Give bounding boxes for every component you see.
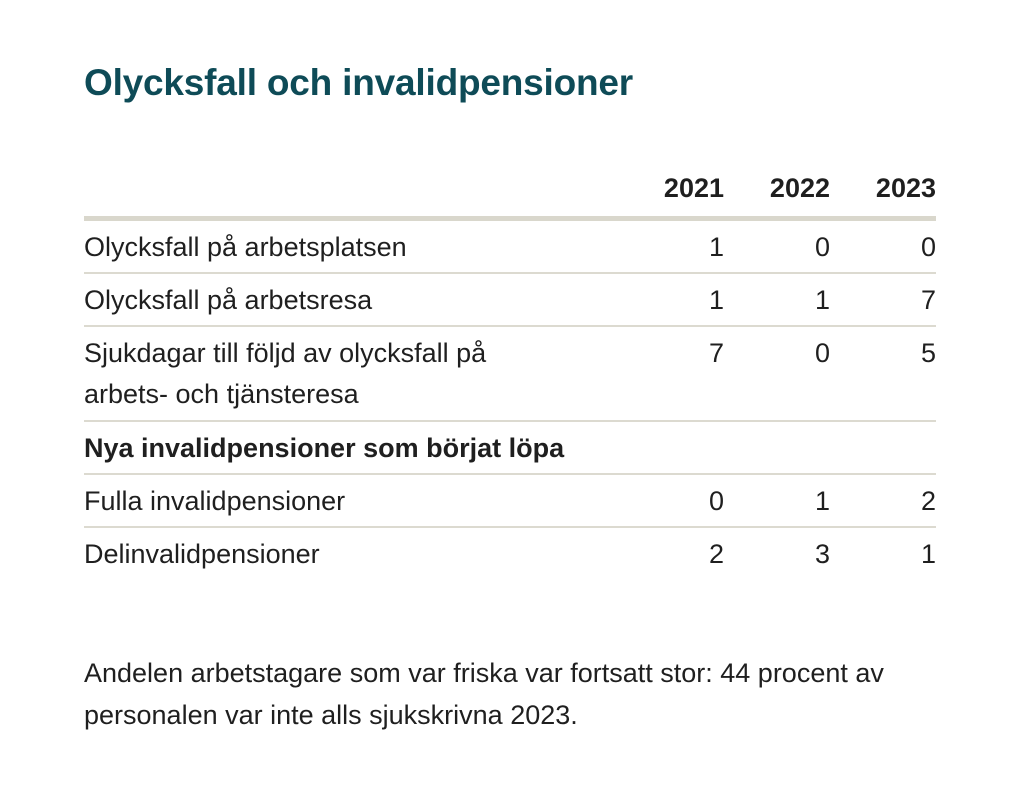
year-header-2022: 2022 [769,173,830,203]
row-value-2023: 7 [920,285,936,315]
row-value-2021: 1 [708,232,724,262]
data-table: 2021 2022 2023 Olycksfall på arbetsplats… [84,168,936,579]
row-value-2023: 2 [920,486,936,516]
table-row: Olycksfall på arbetsresa 1 1 7 [84,274,936,327]
row-value-2022: 1 [814,285,830,315]
row-label: Olycksfall på arbetsplatsen [84,232,407,262]
row-value-2021: 0 [708,486,724,516]
row-value-2022: 0 [814,338,830,368]
year-header-2023: 2023 [875,173,936,203]
table-row: Sjukdagar till följd av olycksfall på arb… [84,327,936,422]
table-row: Olycksfall på arbetsplatsen 1 0 0 [84,221,936,274]
row-value-2021: 1 [708,285,724,315]
table-header-row: 2021 2022 2023 [84,168,936,221]
row-label: Fulla invalidpensioner [84,486,346,516]
row-value-2021: 7 [708,338,724,368]
row-value-2023: 0 [920,232,936,262]
page-title: Olycksfall och invalidpensioner [84,62,633,103]
row-label-line-1: Sjukdagar till följd av olycksfall på [84,338,487,368]
footnote: Andelen arbetstagare som var friska var … [84,658,884,730]
row-label: Sjukdagar till följd av olycksfall på arb… [84,333,486,415]
table-section-heading-row: Nya invalidpensioner som börjat löpa [84,422,936,475]
row-value-2023: 1 [920,539,936,569]
row-label: Olycksfall på arbetsresa [84,285,373,315]
row-label: Delinvalidpensioner [84,539,320,569]
year-header-2021: 2021 [663,173,724,203]
row-value-2022: 3 [814,539,830,569]
row-label-line-2: arbets- och tjänsteresa [84,379,359,409]
row-value-2023: 5 [920,338,936,368]
table-row: Fulla invalidpensioner 0 1 2 [84,475,936,528]
row-value-2022: 0 [814,232,830,262]
section-heading: Nya invalidpensioner som börjat löpa [84,433,565,463]
row-value-2021: 2 [708,539,724,569]
row-value-2022: 1 [814,486,830,516]
table-row: Delinvalidpensioner 2 3 1 [84,528,936,579]
